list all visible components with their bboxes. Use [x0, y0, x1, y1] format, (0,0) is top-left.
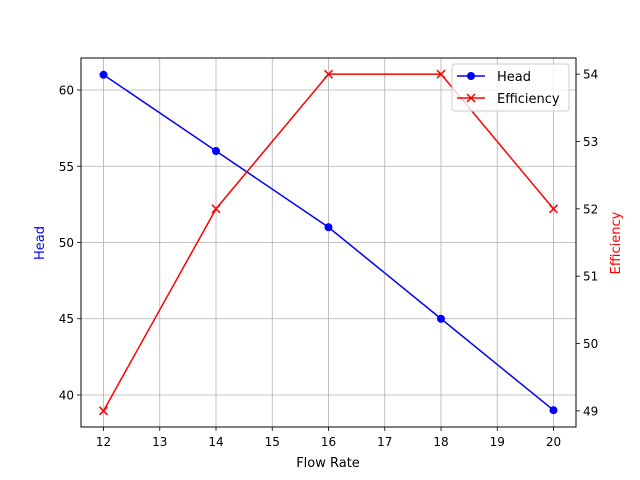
y-right-tick-label: 54: [583, 68, 598, 82]
y-right-tick-label: 53: [583, 135, 598, 149]
x-marker-icon: [98, 406, 109, 416]
x-marker-icon: [211, 204, 221, 214]
y-tick-label: 55: [59, 160, 74, 174]
y-tick-label: 45: [59, 312, 74, 326]
y-axis-right: 49 50 51 52 53 54: [576, 68, 598, 418]
y-right-tick-label: 50: [583, 337, 598, 351]
y-right-tick-label: 49: [583, 404, 598, 418]
y-tick-label: 50: [59, 236, 74, 250]
legend-efficiency-label: Efficiency: [497, 92, 560, 107]
x-tick-label: 20: [546, 435, 561, 449]
y-axis-left: 40 45 50 55 60: [59, 84, 81, 402]
x-marker-icon: [323, 69, 334, 79]
y-right-tick-label: 51: [583, 270, 598, 284]
legend: Head Efficiency: [451, 63, 570, 112]
legend-head-marker-icon: [467, 72, 475, 80]
x-marker-icon: [548, 204, 559, 214]
grid: [81, 58, 576, 427]
x-tick-label: 15: [265, 435, 280, 449]
x-axis-label: Flow Rate: [296, 456, 360, 471]
x-tick-label: 19: [490, 435, 505, 449]
legend-efficiency-marker-icon: [466, 93, 476, 103]
x-axis: 12 13 14 15 16 17 18 19 20: [96, 427, 561, 449]
x-tick-label: 18: [433, 435, 448, 449]
circle-marker-icon: [99, 70, 108, 79]
plot-series: [98, 69, 559, 416]
legend-head-label: Head: [497, 70, 531, 85]
x-tick-label: 16: [321, 435, 336, 449]
y-right-tick-label: 52: [583, 202, 598, 216]
circle-marker-icon: [212, 147, 220, 156]
circle-marker-icon: [549, 406, 558, 415]
circle-marker-icon: [324, 223, 333, 232]
circle-marker-icon: [437, 314, 445, 323]
x-marker-icon: [436, 69, 446, 79]
x-tick-label: 17: [377, 435, 392, 449]
y-tick-label: 40: [59, 388, 74, 402]
y-tick-label: 60: [59, 84, 74, 98]
y-axis-label-right: Efficiency: [609, 211, 624, 274]
y-axis-label-left: Head: [33, 226, 48, 260]
x-tick-label: 13: [152, 435, 167, 449]
x-tick-label: 14: [208, 435, 223, 449]
x-tick-label: 12: [96, 435, 111, 449]
